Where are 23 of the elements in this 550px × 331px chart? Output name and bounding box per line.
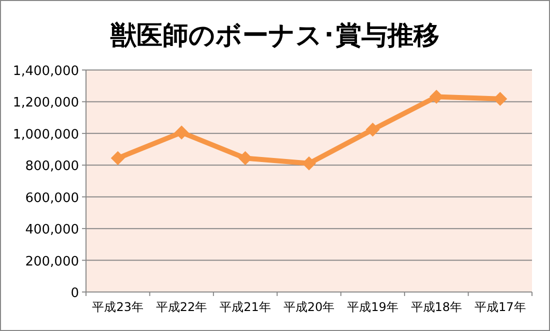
y-tick-label: 1,400,000 (12, 64, 79, 79)
y-tick-label: 0 (70, 286, 79, 301)
y-tick-label: 800,000 (25, 159, 79, 174)
point (429, 90, 444, 104)
point (174, 125, 189, 140)
point (302, 156, 316, 170)
y-tick-label: 200,000 (25, 254, 79, 270)
x-tick-label: 平成19年 (347, 300, 398, 314)
chart-title: 獣医師のボーナス･賞与推移 (110, 21, 440, 51)
point (238, 151, 252, 166)
x-tick-label: 平成21年 (220, 300, 271, 314)
y-tick-label: 600,000 (25, 190, 79, 206)
x-tick-label: 平成22年 (156, 300, 208, 314)
x-tick-label: 平成18年 (410, 300, 462, 314)
y-tick-label: 1,000,000 (12, 127, 79, 142)
y-tick-label: 400,000 (25, 222, 79, 238)
y-tick-label: 1,200,000 (12, 96, 79, 111)
x-tick-label: 平成20年 (283, 300, 335, 314)
x-tick-label: 平成23年 (92, 300, 144, 314)
point (110, 151, 125, 166)
point (366, 122, 380, 137)
x-tick-label: 平成17年 (474, 300, 526, 314)
point (493, 92, 508, 106)
